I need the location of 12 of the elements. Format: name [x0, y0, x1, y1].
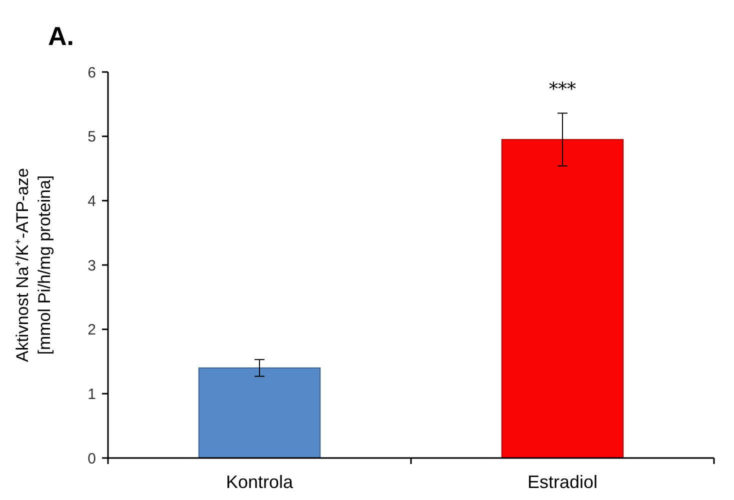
y-tick-label: 1 [88, 386, 96, 403]
y-tick-label: 4 [88, 192, 96, 210]
y-tick-label: 3 [88, 257, 96, 274]
y-axis-title: Aktivnost Na⁺/K⁺-ATP-aze [mmol Pi/h/mg proteina] [13, 168, 54, 362]
y-tick-label: 5 [88, 128, 96, 146]
x-tick-label: Estradiol [527, 472, 598, 492]
chart-title: A. [48, 21, 74, 51]
y-tick-label: 0 [88, 450, 96, 468]
y-tick-label: 6 [88, 64, 96, 82]
x-tick-label: Kontrola [226, 472, 294, 492]
y-tick-label: 2 [88, 322, 96, 339]
annotation: *** [549, 79, 576, 100]
